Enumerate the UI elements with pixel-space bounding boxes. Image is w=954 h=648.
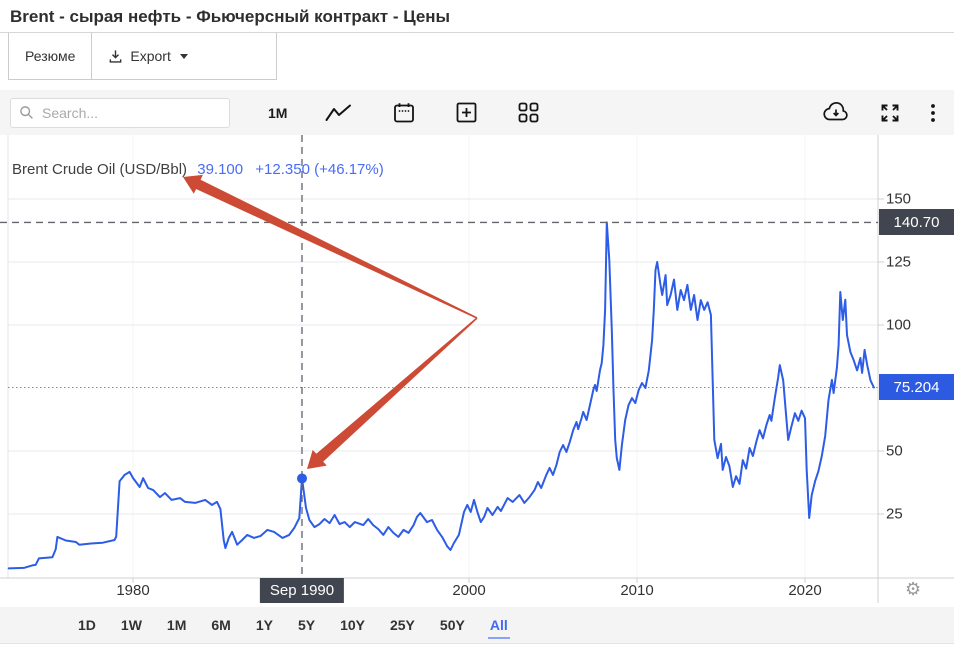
search-input[interactable] <box>40 103 221 122</box>
range-button-25y[interactable]: 25Y <box>388 611 417 639</box>
range-button-6m[interactable]: 6M <box>209 611 232 639</box>
date-range-button[interactable] <box>389 98 419 128</box>
x-tick-label: 2010 <box>620 582 654 599</box>
chart-area: Brent Crude Oil (USD/Bbl) 39.100 +12.350… <box>0 135 954 605</box>
gear-icon[interactable]: ⚙ <box>905 579 922 600</box>
crosshair-date-tooltip: Sep 1990 <box>259 578 345 603</box>
search-icon <box>19 105 34 120</box>
kebab-menu-icon <box>931 103 935 122</box>
range-button-1m[interactable]: 1M <box>165 611 188 639</box>
hover-price: 39.100 <box>197 161 244 178</box>
range-button-50y[interactable]: 50Y <box>438 611 467 639</box>
layout-button[interactable] <box>514 98 543 127</box>
calendar-icon <box>394 102 415 122</box>
crosshair-price-badge: 140.70 <box>879 209 954 236</box>
last-price-badge: 75.204 <box>879 374 954 401</box>
range-button-1d[interactable]: 1D <box>76 611 98 639</box>
chart-type-button[interactable] <box>321 100 356 126</box>
tab-export-label: Export <box>130 48 171 64</box>
cloud-download-icon <box>823 102 848 121</box>
hover-change: +12.350 (+46.17%) <box>255 161 384 178</box>
search-box <box>10 97 230 128</box>
expand-icon <box>881 104 899 121</box>
y-tick-label: 25 <box>886 505 903 523</box>
caret-down-icon <box>179 53 188 59</box>
grid-icon <box>519 102 539 123</box>
tab-summary-label: Резюме <box>25 48 76 64</box>
add-series-button[interactable] <box>452 98 481 127</box>
range-button-10y[interactable]: 10Y <box>338 611 367 639</box>
page-title: Brent - сырая нефть - Фьючерсный контрак… <box>0 0 954 33</box>
y-tick-label: 50 <box>886 442 903 460</box>
y-tick-label: 100 <box>886 316 912 334</box>
fullscreen-button[interactable] <box>875 98 905 128</box>
range-button-5y[interactable]: 5Y <box>296 611 317 639</box>
range-button-1w[interactable]: 1W <box>119 611 144 639</box>
chart-legend: Brent Crude Oil (USD/Bbl) 39.100 +12.350… <box>12 161 384 178</box>
tab-export[interactable]: Export <box>92 33 277 80</box>
range-button-1y[interactable]: 1Y <box>254 611 275 639</box>
y-tick-label: 125 <box>886 253 912 271</box>
tab-summary[interactable]: Резюме <box>8 33 93 80</box>
range-bar: 1D 1W 1M 6M 1Y 5Y 10Y 25Y 50Y All <box>0 607 954 644</box>
interval-button[interactable]: 1M <box>264 101 291 125</box>
x-tick-label: 2020 <box>788 582 822 599</box>
price-chart[interactable] <box>0 135 954 605</box>
tab-bar: Резюме Export <box>0 33 954 80</box>
x-tick-label: 1980 <box>116 582 150 599</box>
x-tick-label: 2000 <box>452 582 486 599</box>
line-chart-icon <box>325 104 352 121</box>
more-options-button[interactable] <box>926 99 940 127</box>
range-button-all[interactable]: All <box>487 611 510 639</box>
series-label: Brent Crude Oil (USD/Bbl) <box>12 161 188 178</box>
y-tick-label: 150 <box>886 190 912 208</box>
save-chart-button[interactable] <box>818 98 854 127</box>
download-icon <box>108 49 123 64</box>
chart-toolbar: 1M <box>0 90 954 135</box>
plus-square-icon <box>457 102 477 123</box>
